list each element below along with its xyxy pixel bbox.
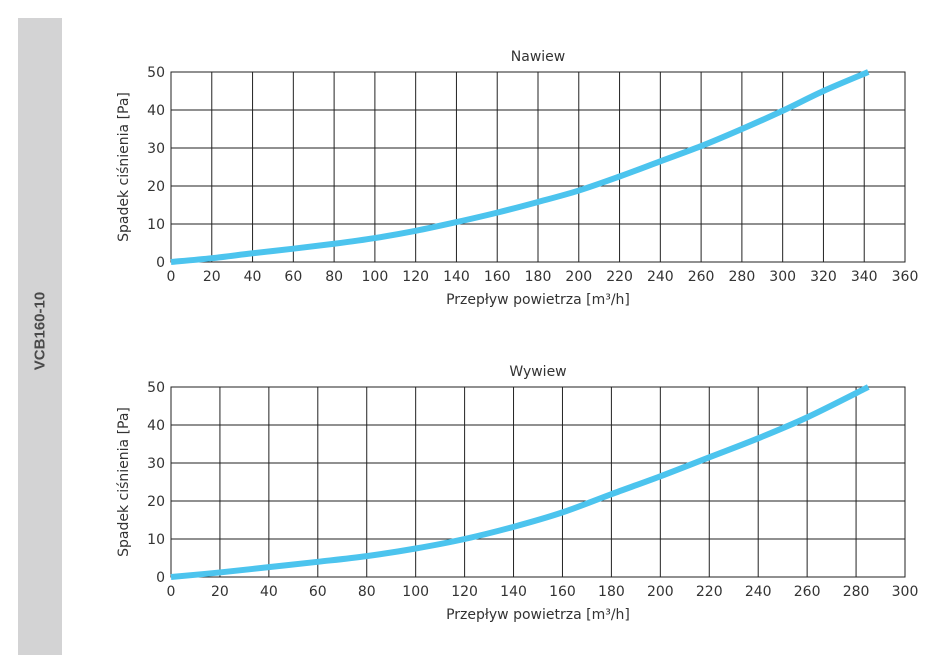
plot-frame bbox=[170, 386, 906, 578]
y-tick-label: 10 bbox=[147, 217, 165, 233]
x-tick-label: 160 bbox=[549, 584, 576, 600]
y-tick-label: 50 bbox=[147, 380, 165, 396]
x-tick-label: 180 bbox=[525, 269, 552, 285]
x-tick-label: 200 bbox=[565, 269, 592, 285]
y-axis-label: Spadek ciśnienia [Pa] bbox=[116, 92, 132, 242]
chart-title: Nawiew bbox=[511, 49, 565, 65]
x-tick-label: 220 bbox=[606, 269, 633, 285]
y-tick-label: 0 bbox=[156, 570, 165, 586]
x-tick-label: 280 bbox=[843, 584, 870, 600]
y-tick-label: 0 bbox=[156, 255, 165, 271]
x-tick-label: 300 bbox=[769, 269, 796, 285]
x-tick-label: 20 bbox=[203, 269, 221, 285]
y-tick-label: 30 bbox=[147, 456, 165, 472]
y-tick-label: 50 bbox=[147, 65, 165, 81]
x-tick-label: 40 bbox=[244, 269, 262, 285]
y-tick-label: 20 bbox=[147, 179, 165, 195]
y-axis-label: Spadek ciśnienia [Pa] bbox=[116, 407, 132, 557]
x-tick-label: 240 bbox=[647, 269, 674, 285]
x-tick-label: 0 bbox=[167, 269, 176, 285]
x-tick-label: 140 bbox=[443, 269, 470, 285]
x-tick-label: 340 bbox=[851, 269, 878, 285]
y-tick-label: 30 bbox=[147, 141, 165, 157]
x-tick-label: 180 bbox=[598, 584, 625, 600]
series-line-nawiew bbox=[170, 69, 870, 265]
x-tick-label: 140 bbox=[500, 584, 527, 600]
sidebar bbox=[18, 18, 62, 655]
x-tick-label: 240 bbox=[745, 584, 772, 600]
y-tick-label: 40 bbox=[147, 418, 165, 434]
x-tick-label: 220 bbox=[696, 584, 723, 600]
x-tick-label: 80 bbox=[358, 584, 376, 600]
chart-2: 0 20 40 60 80 100 120 140 160 180 200 220 240 260 280 3… bbox=[116, 364, 918, 623]
x-tick-label: 80 bbox=[325, 269, 343, 285]
x-tick-label: 100 bbox=[362, 269, 389, 285]
x-tick-label: 20 bbox=[211, 584, 229, 600]
x-tick-label: 200 bbox=[647, 584, 674, 600]
x-tick-label: 40 bbox=[260, 584, 278, 600]
y-tick-label: 10 bbox=[147, 532, 165, 548]
plot-frame bbox=[170, 71, 906, 263]
y-tick-label: 40 bbox=[147, 103, 165, 119]
x-tick-label: 160 bbox=[484, 269, 511, 285]
x-tick-label: 60 bbox=[309, 584, 327, 600]
x-tick-label: 100 bbox=[402, 584, 429, 600]
x-tick-label: 120 bbox=[451, 584, 478, 600]
chart-1: 0 20 40 60 80 100 120 140 160 180 200 220 240 260 280 3… bbox=[116, 49, 918, 308]
x-tick-label: 260 bbox=[794, 584, 821, 600]
x-tick-label: 360 bbox=[892, 269, 919, 285]
x-tick-label: 280 bbox=[729, 269, 756, 285]
x-axis-label: Przepływ powietrza [m³/h] bbox=[446, 292, 630, 308]
y-tick-label: 20 bbox=[147, 494, 165, 510]
x-tick-label: 120 bbox=[402, 269, 429, 285]
x-tick-label: 60 bbox=[284, 269, 302, 285]
x-tick-label: 260 bbox=[688, 269, 715, 285]
series-line-wywiew bbox=[170, 384, 870, 580]
x-tick-label: 320 bbox=[810, 269, 837, 285]
x-tick-label: 0 bbox=[167, 584, 176, 600]
x-axis-label: Przepływ powietrza [m³/h] bbox=[446, 607, 630, 623]
chart-title: Wywiew bbox=[509, 364, 566, 380]
x-tick-label: 300 bbox=[892, 584, 919, 600]
